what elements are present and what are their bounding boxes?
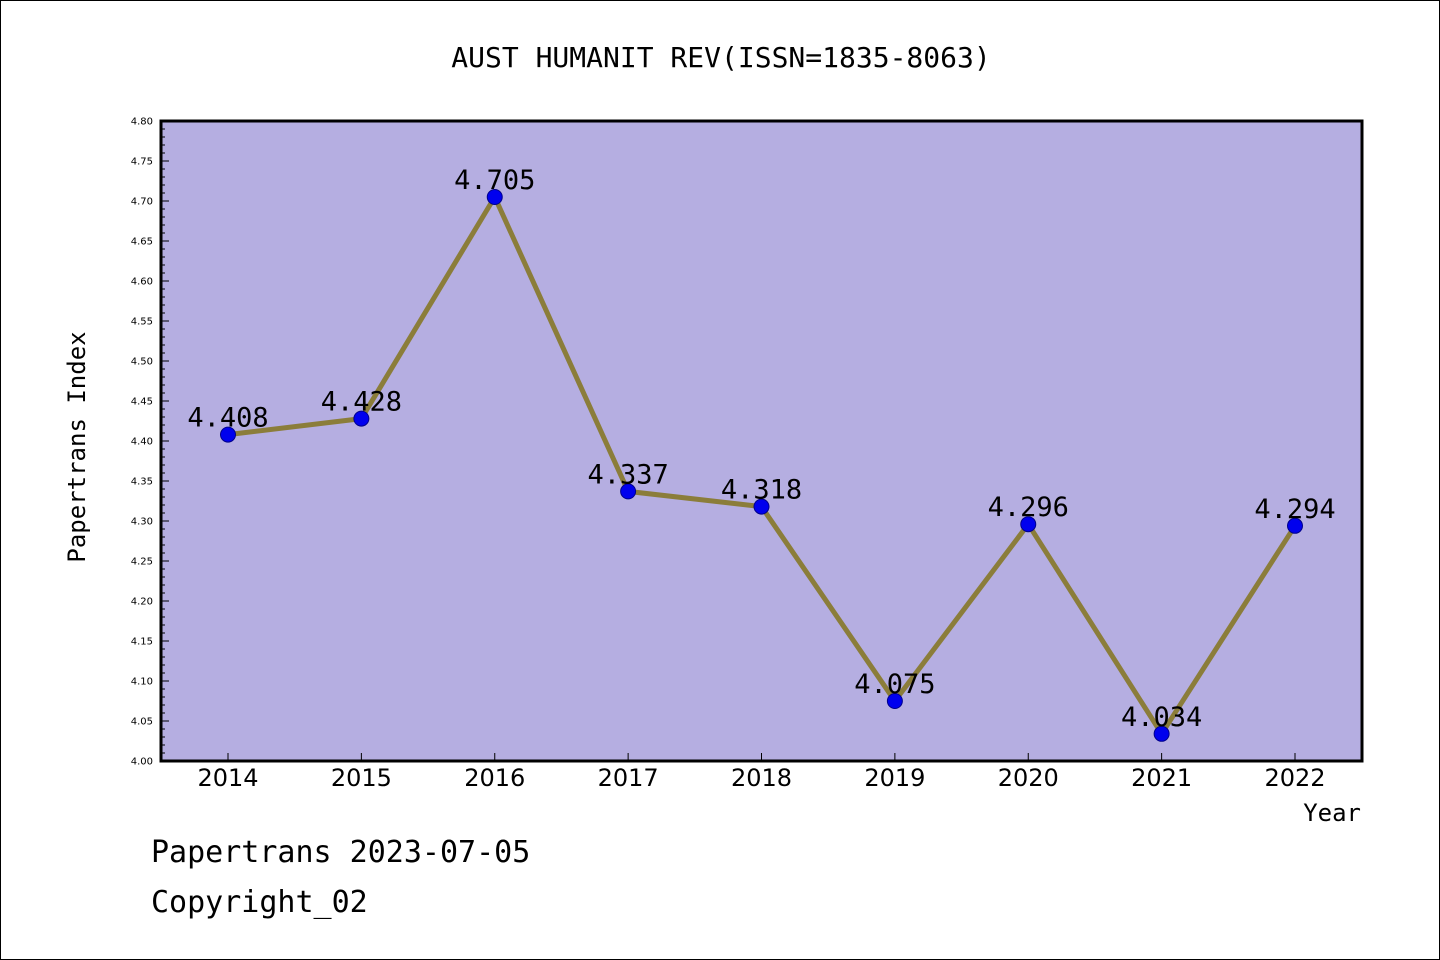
x-tick-label: 2018 (731, 764, 792, 792)
data-point (486, 189, 503, 205)
x-tick-label: 2015 (331, 764, 392, 792)
y-tick-label: 4.25 (131, 557, 153, 568)
y-tick-label: 4.15 (131, 637, 153, 648)
x-tick-label: 2021 (1131, 764, 1192, 792)
data-label: 4.428 (321, 387, 402, 418)
y-tick-label: 4.05 (131, 717, 153, 728)
x-axis: 2014 2015 2016 2017 2018 2019 2020 2021 2022 (197, 753, 1326, 792)
x-tick-label: 2019 (864, 764, 925, 792)
y-tick-label: 4.65 (131, 237, 153, 248)
data-point (1287, 517, 1303, 534)
footer-date: Papertrans 2023-07-05 (151, 835, 531, 870)
x-tick-label: 2020 (998, 764, 1059, 792)
y-tick-label: 4.45 (131, 397, 153, 408)
footer-copyright: Copyright_02 (151, 885, 368, 920)
data-points (220, 189, 1303, 742)
y-tick-label: 4.30 (131, 517, 153, 528)
data-label: 4.705 (454, 165, 535, 196)
data-point (620, 483, 637, 500)
data-point (220, 426, 236, 443)
y-tick-label: 4.55 (131, 317, 153, 328)
y-tick-label: 4.80 (131, 117, 153, 128)
y-tick-label: 4.35 (131, 477, 153, 488)
y-tick-label: 4.70 (131, 197, 153, 208)
x-tick-label: 2016 (464, 764, 525, 792)
data-label: 4.337 (587, 459, 668, 490)
y-tick-label: 4.75 (131, 157, 153, 168)
y-axis-label: Papertrans Index (63, 331, 91, 562)
data-point (753, 498, 770, 515)
x-tick-label: 2014 (197, 764, 258, 792)
data-label: 4.294 (1254, 494, 1335, 525)
data-label: 4.075 (854, 669, 935, 700)
y-tick-label: 4.50 (131, 357, 153, 368)
y-tick-label: 4.20 (131, 597, 153, 608)
y-tick-label: 4.00 (131, 757, 153, 768)
data-label: 4.296 (988, 492, 1069, 523)
x-tick-label: 2022 (1264, 764, 1325, 792)
data-label: 4.408 (187, 403, 268, 434)
x-axis-label: Year (1303, 799, 1361, 827)
y-tick-label: 4.60 (131, 277, 153, 288)
y-tick-label: 4.40 (131, 437, 153, 448)
x-tick-label: 2017 (598, 764, 659, 792)
plot-area (161, 121, 1362, 761)
data-label: 4.034 (1121, 702, 1202, 733)
y-tick-label: 4.10 (131, 677, 153, 688)
data-point (886, 693, 903, 709)
chart-title: AUST HUMANIT REV(ISSN=1835-8063) (451, 41, 990, 74)
data-label: 4.318 (721, 475, 802, 506)
data-labels: 4.408 4.428 4.705 4.337 4.318 4.075 4.296 4.034… (187, 165, 1335, 733)
data-point (353, 410, 370, 427)
data-point (1020, 516, 1037, 533)
plot-border (159, 119, 1364, 763)
data-point (1153, 725, 1170, 742)
